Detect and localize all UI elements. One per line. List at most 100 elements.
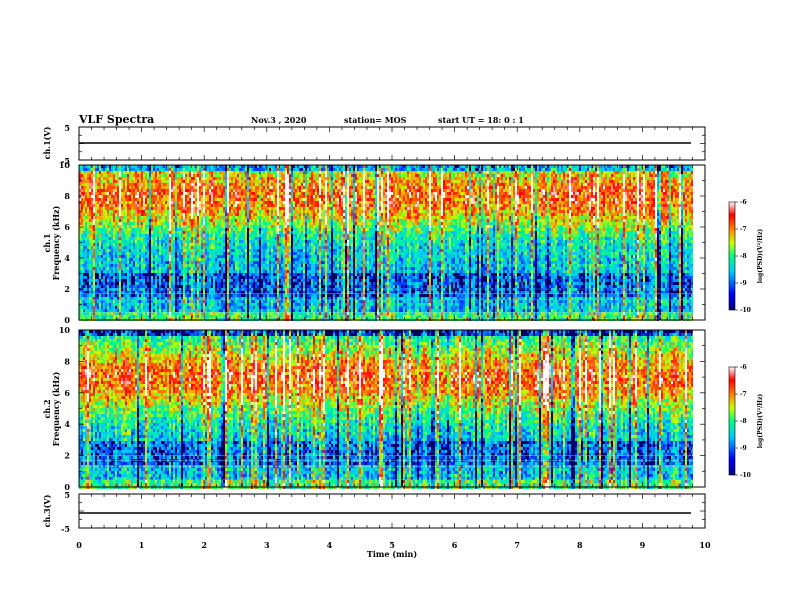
ch1-spectrogram-cell <box>103 279 105 282</box>
ch1-spectrogram-cell <box>131 228 133 231</box>
ch1-spectrogram-cell <box>97 198 99 201</box>
station-label: station= MOS <box>344 115 407 125</box>
ch1-spectrogram-cell <box>81 207 83 210</box>
ch1-spectrogram-cell <box>87 210 89 213</box>
ch1-spectrogram-cell <box>93 297 95 300</box>
ch1-spectrogram-cell <box>87 234 89 237</box>
ch1-spectrogram-cell <box>123 264 125 267</box>
ch1-spectrogram-cell <box>83 306 85 309</box>
ch1-spectrogram-cell <box>133 222 135 225</box>
ch1-spectrogram-cell <box>109 216 111 219</box>
ch1-spectrogram-cell <box>99 315 101 318</box>
ch1-spectrogram-cell <box>129 228 131 231</box>
ch1-spectrogram-cell <box>97 264 99 267</box>
ch1-spectrogram-cell <box>117 249 119 252</box>
ch1-spectrogram-cell <box>95 231 97 234</box>
ch1-spectrogram-cell <box>85 192 87 195</box>
ch1-spectrogram-cell <box>89 267 91 270</box>
ch1-spectrogram-cell <box>105 237 107 240</box>
ch1-spectrogram-cell <box>123 303 125 306</box>
ch1-spectrogram-cell <box>127 216 129 219</box>
ch1-spectrogram-cell <box>87 306 89 309</box>
ch1-spectrogram-cell <box>81 261 83 264</box>
ch1-spectrogram-cell <box>87 261 89 264</box>
ch1-spectrogram-cell <box>129 273 131 276</box>
ch1-spectrogram-cell <box>109 192 111 195</box>
ch1-spectrogram-cell <box>121 309 123 312</box>
ch1-spectrogram-cell <box>103 231 105 234</box>
ch1-spectrogram-cell <box>109 300 111 303</box>
ch1-spectrogram-cell <box>111 171 113 174</box>
ch1-spectrogram-cell <box>107 270 109 273</box>
ch1-spectrogram-cell <box>117 267 119 270</box>
ch1-spectrogram-cell <box>93 234 95 237</box>
ch1-spectrogram-cell <box>123 186 125 189</box>
ch1-spectrogram-cell <box>109 243 111 246</box>
ch1-spectrogram-cell <box>95 216 97 219</box>
ch1-spectrogram-cell <box>121 300 123 303</box>
ch1-spectrogram-cell <box>97 207 99 210</box>
ch1-spectrogram-cell <box>111 186 113 189</box>
ch1-spectrogram-cell <box>129 255 131 258</box>
ch1-spectrogram-cell <box>113 258 115 261</box>
ch1-spectrogram-cell <box>119 177 121 180</box>
ch1-spectrogram-cell <box>103 225 105 228</box>
ch1-spectrogram-cell <box>91 240 93 243</box>
ch1-spectrogram-cell <box>133 171 135 174</box>
ch1-spectrogram-cell <box>97 186 99 189</box>
ch1-spectrogram-cell <box>117 285 119 288</box>
ch1-spectrogram-cell <box>101 180 103 183</box>
ch1-spectrogram-cell <box>119 267 121 270</box>
ch1-spectrogram-cell <box>93 276 95 279</box>
ch1-spectrogram-cell <box>119 204 121 207</box>
ch1-spectrogram-cell <box>117 258 119 261</box>
ch1-spectrogram-cell <box>119 225 121 228</box>
ch1-spectrogram-cell <box>93 264 95 267</box>
ch1-spectrogram-cell <box>109 198 111 201</box>
ch1-spectrogram-cell <box>129 189 131 192</box>
ch1-spectrogram-cell <box>81 174 83 177</box>
ch1-spectrogram-cell <box>121 177 123 180</box>
ch1-spectrogram-cell <box>85 249 87 252</box>
ch1-spectrogram-cell <box>91 195 93 198</box>
ch1-spectrogram-cell <box>91 243 93 246</box>
ch1-spectrogram-cell <box>117 237 119 240</box>
ch1-spectrogram-cell <box>137 231 139 234</box>
ch1-spectrogram-cell <box>103 261 105 264</box>
ch1-spectrogram-cell <box>89 171 91 174</box>
ch1-spectrogram-cell <box>93 201 95 204</box>
ch1-spectrogram-cell <box>99 171 101 174</box>
ch1-spectrogram-cell <box>111 264 113 267</box>
ch1-spectrogram-cell <box>117 225 119 228</box>
ch1-spectrogram-cell <box>137 168 139 171</box>
ch1-spectrogram-cell <box>85 219 87 222</box>
ch1-spectrogram-cell <box>113 219 115 222</box>
ch1-spectrogram-cell <box>125 309 127 312</box>
ch1-spectrogram-cell <box>105 306 107 309</box>
ch1-spectrogram-cell <box>137 258 139 261</box>
ch1-spectrogram-cell <box>93 216 95 219</box>
ch1-spectrogram-cell <box>129 297 131 300</box>
ch1-spectrogram-cell <box>121 198 123 201</box>
ch1-spectrogram-cell <box>115 231 117 234</box>
ch1-spectrogram-cell <box>91 192 93 195</box>
ch1-spectrogram-cell <box>117 309 119 312</box>
ch1-spectrogram-cell <box>127 273 129 276</box>
ch1-spectrogram-cell <box>81 216 83 219</box>
ch1-spectrogram-cell <box>107 186 109 189</box>
ch1-spectrogram-cell <box>131 222 133 225</box>
ch1-spectrogram-cell <box>97 258 99 261</box>
ch1-spectrogram-cell <box>103 297 105 300</box>
ch1-spectrogram-cell <box>105 240 107 243</box>
ch1-spectrogram-cell <box>117 288 119 291</box>
ch1-spectrogram-cell <box>99 276 101 279</box>
ch1-spectrogram-cell <box>129 303 131 306</box>
ch1-spectrogram-cell <box>119 240 121 243</box>
ch1-spectrogram-cell <box>81 234 83 237</box>
ch1-spectrogram-cell <box>109 168 111 171</box>
ch1-spectrogram-cell <box>111 246 113 249</box>
ch1-spectrogram-cell <box>103 174 105 177</box>
ch1-spectrogram-cell <box>105 264 107 267</box>
ch1-spectrogram-cell <box>125 315 127 318</box>
ch1-spectrogram-cell <box>85 195 87 198</box>
